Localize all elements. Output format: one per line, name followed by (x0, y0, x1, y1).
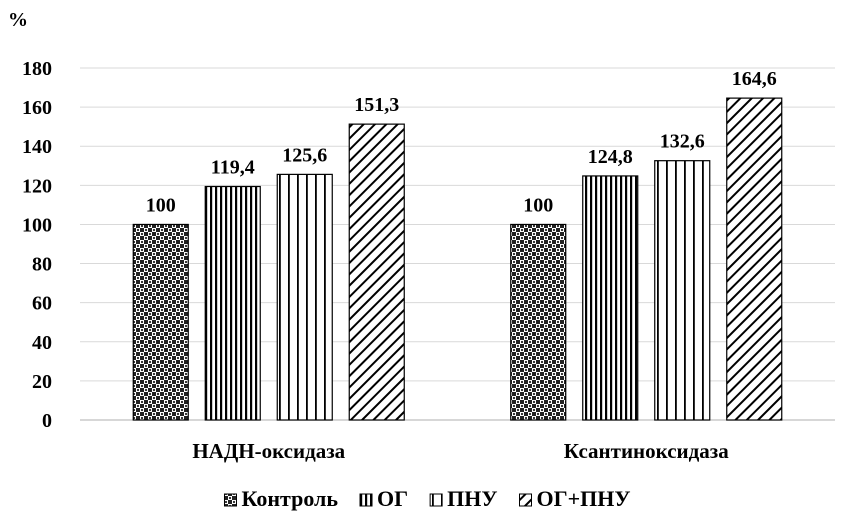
data-label: 119,4 (211, 157, 255, 179)
legend-swatch (519, 493, 532, 507)
legend-label: Контроль (241, 486, 338, 511)
legend-swatch (223, 493, 237, 507)
y-tick-label: 40 (32, 332, 52, 354)
legend-label: ОГ+ПНУ (537, 486, 631, 511)
legend: Контроль ОГ ПНУ ОГ+ПНУ (223, 486, 631, 511)
y-tick-label: 120 (22, 175, 52, 197)
data-label: 151,3 (354, 94, 399, 116)
category-label: Ксантиноксидаза (564, 439, 729, 463)
legend-swatch (429, 493, 443, 507)
data-label: 125,6 (282, 144, 327, 166)
legend-label: ОГ (377, 486, 408, 511)
gridlines (80, 67, 835, 382)
bar-diagonal (726, 97, 783, 421)
data-label: 164,6 (732, 68, 777, 90)
bar-diagonal (348, 123, 405, 421)
data-label: 100 (146, 194, 176, 216)
y-tick-label: 80 (32, 254, 52, 276)
category-label: НАДН-оксидаза (192, 439, 345, 463)
bar-crosshatch (510, 223, 567, 421)
bar-crosshatch (132, 223, 189, 421)
data-label: 124,8 (588, 146, 633, 168)
data-label: 100 (523, 194, 553, 216)
legend-swatch (359, 493, 373, 507)
bar-dense-vertical (582, 175, 639, 421)
bar-wide-vertical (654, 160, 711, 421)
y-tick-label: 180 (22, 58, 52, 80)
category-labels: НАДН-оксидаза Ксантиноксидаза (192, 439, 729, 463)
y-tick-label: 60 (32, 293, 52, 315)
y-tick-label: 160 (22, 97, 52, 119)
bar-wide-vertical (276, 173, 333, 421)
y-tick-label: 0 (42, 410, 52, 432)
data-label: 132,6 (660, 131, 705, 153)
y-tick-label: 20 (32, 371, 52, 393)
y-unit-label: % (8, 9, 28, 31)
y-axis-ticks: 0 20 40 60 80 100 120 140 160 180 (22, 58, 52, 432)
y-tick-label: 140 (22, 136, 52, 158)
bar-dense-vertical (204, 185, 261, 421)
data-labels: 100 119,4 125,6 151,3 100 124,8 132,6 164,6 (146, 68, 777, 216)
legend-label: ПНУ (447, 486, 497, 511)
y-tick-label: 100 (22, 214, 52, 236)
bars (132, 97, 783, 421)
